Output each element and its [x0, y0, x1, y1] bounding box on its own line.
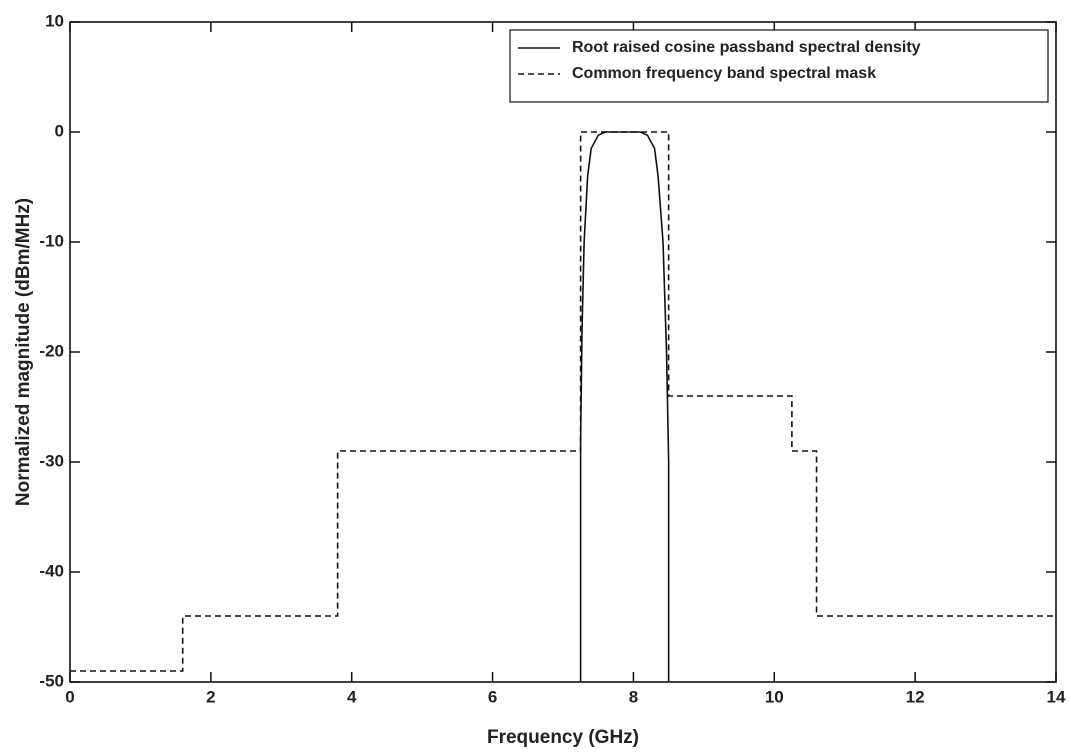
x-tick-label: 4	[347, 687, 357, 706]
y-tick-label: -30	[39, 451, 64, 470]
x-axis-title: Frequency (GHz)	[487, 727, 639, 748]
y-tick-label: 0	[55, 121, 64, 140]
x-tick-label: 8	[629, 687, 638, 706]
chart: Frequency (GHz) Normalized magnitude (dB…	[0, 0, 1071, 754]
y-tick-label: 10	[45, 11, 64, 30]
legend: Root raised cosine passband spectral den…	[510, 30, 1048, 102]
y-tick-label: -40	[39, 561, 64, 580]
y-tick-label: -20	[39, 341, 64, 360]
legend-label: Root raised cosine passband spectral den…	[572, 39, 921, 56]
x-tick-label: 0	[65, 687, 74, 706]
x-tick-label: 12	[906, 687, 925, 706]
x-tick-label: 14	[1047, 687, 1066, 706]
plot-area	[70, 22, 1056, 682]
x-tick-label: 6	[488, 687, 497, 706]
y-axis-title: Normalized magnitude (dBm/MHz)	[13, 198, 34, 506]
legend-label: Common frequency band spectral mask	[572, 65, 876, 82]
x-tick-label: 10	[765, 687, 784, 706]
y-tick-label: -10	[39, 231, 64, 250]
x-tick-label: 2	[206, 687, 215, 706]
y-tick-label: -50	[39, 671, 64, 690]
